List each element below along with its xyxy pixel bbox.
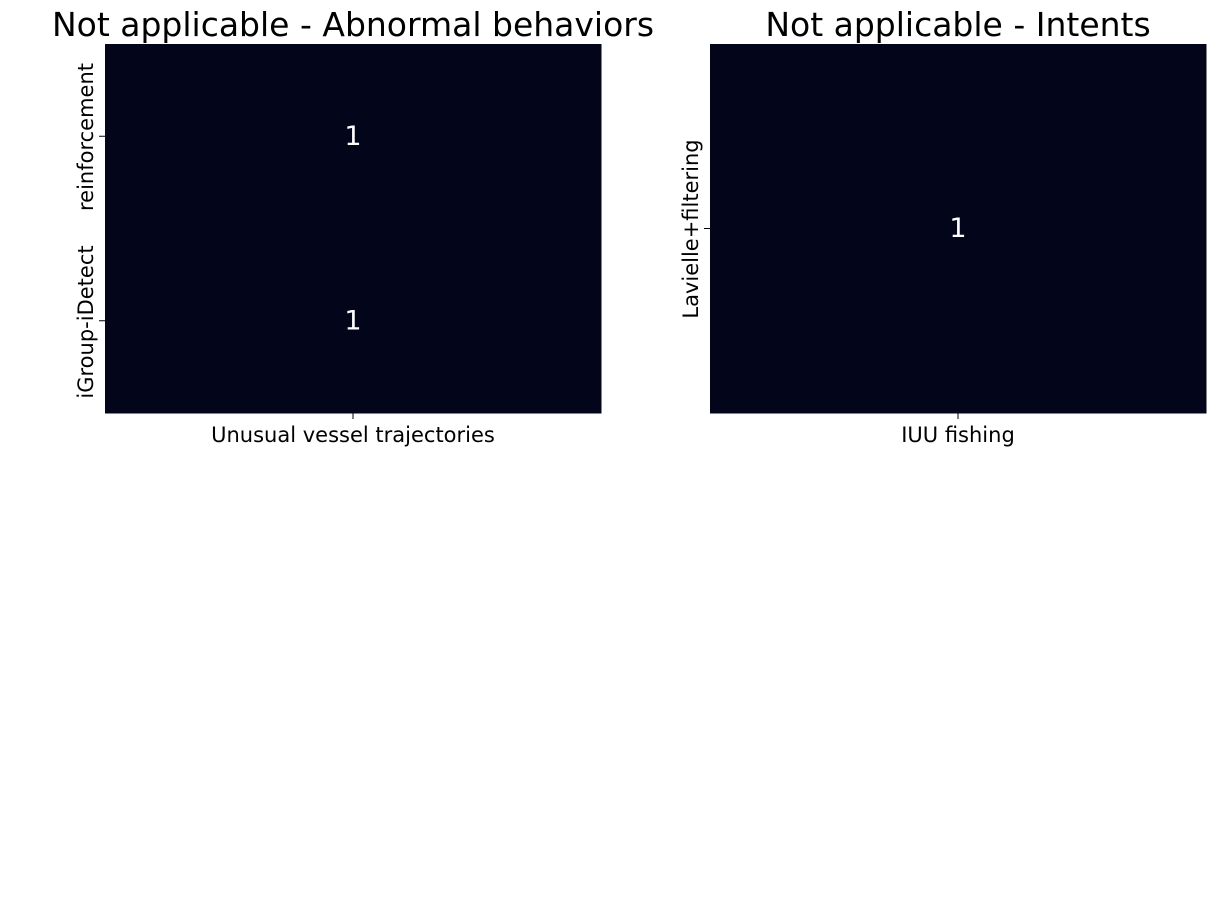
y-axis-ticks (99, 135, 105, 322)
heatmap-cell (105, 44, 602, 229)
cell-value-label: 1 (949, 213, 966, 244)
y-tick-label: Lavielle+filtering (679, 139, 703, 318)
cell-value-label: 1 (344, 121, 361, 152)
heatmap-cell (710, 44, 1207, 414)
y-tick-label: iGroup-iDetect (74, 245, 98, 398)
heatmap-cells: 11 (105, 44, 602, 414)
chart-title: Not applicable - Intents (765, 5, 1150, 44)
heatmap-panel-intents: Not applicable - Intents 1 IUU fishing L… (679, 5, 1207, 447)
heatmap-cell (105, 228, 602, 414)
x-tick-label: IUU fishing (901, 423, 1015, 447)
heatmap-cells: 1 (710, 44, 1207, 414)
y-tick-label: reinforcement (74, 63, 98, 211)
heatmap-panel-abnormal-behaviors: Not applicable - Abnormal behaviors 11 U… (52, 5, 654, 447)
chart-title: Not applicable - Abnormal behaviors (52, 5, 654, 44)
x-tick-label: Unusual vessel trajectories (211, 423, 495, 447)
cell-value-label: 1 (344, 305, 361, 336)
